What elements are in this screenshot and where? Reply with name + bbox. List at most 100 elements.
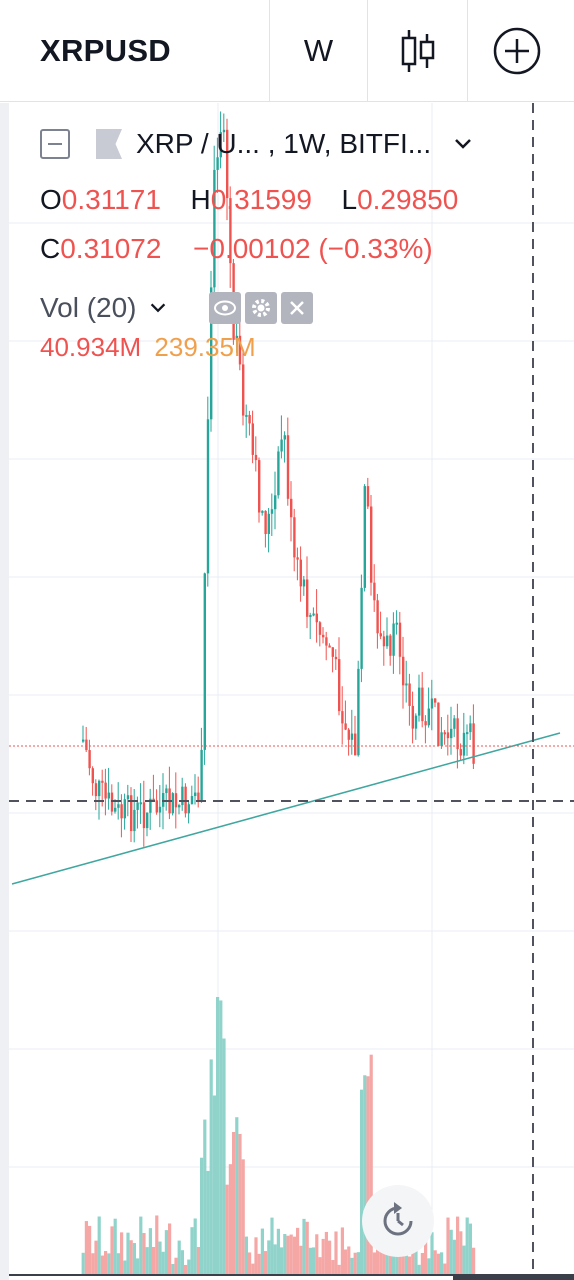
volume-bar — [452, 1239, 456, 1275]
volume-bar — [200, 1157, 204, 1275]
volume-legend[interactable]: Vol (20) — [40, 292, 313, 324]
candle-body — [318, 622, 322, 635]
volume-bar — [302, 1218, 306, 1275]
candle-body — [171, 793, 174, 814]
volume-bar — [164, 1230, 168, 1275]
volume-bar — [228, 1164, 232, 1275]
candle-body — [379, 633, 382, 637]
candle-body — [350, 733, 354, 740]
candle-body — [309, 614, 312, 617]
low-label: L — [341, 184, 358, 215]
interval-button[interactable]: W — [270, 0, 368, 102]
candle-body — [472, 723, 475, 764]
close-icon[interactable] — [280, 292, 313, 324]
candle-body — [117, 804, 120, 808]
candle-body — [341, 711, 344, 724]
volume-bar — [257, 1253, 261, 1275]
series-legend-title[interactable]: XRP / U... , 1W, BITFI... — [40, 128, 475, 160]
volume-bar — [318, 1257, 322, 1275]
candle-body — [203, 573, 206, 750]
candle-body — [293, 517, 296, 558]
candle-body — [430, 698, 434, 709]
flag-icon[interactable] — [96, 129, 122, 159]
candle-body — [283, 435, 286, 440]
volume-bar — [376, 1243, 380, 1275]
candle-body — [315, 613, 318, 623]
candle-body — [325, 637, 328, 646]
volume-bar — [315, 1234, 319, 1275]
eye-icon[interactable] — [208, 292, 241, 324]
volume-bar — [84, 1221, 88, 1275]
volume-bar — [414, 1245, 418, 1275]
candle-body — [200, 749, 203, 801]
volume-bar — [190, 1227, 194, 1275]
volume-bar — [292, 1236, 296, 1275]
candle-body — [398, 622, 402, 657]
volume-value: 40.934M — [40, 332, 142, 362]
price-chart[interactable] — [0, 103, 574, 1280]
volume-bar — [238, 1133, 242, 1275]
volume-bar — [244, 1236, 248, 1275]
candle-body — [181, 786, 184, 806]
compare-add-button[interactable] — [468, 0, 574, 102]
candle-body — [126, 795, 130, 800]
chevron-down-icon[interactable] — [147, 297, 169, 319]
volume-bar — [113, 1218, 117, 1275]
volume-bar — [94, 1240, 98, 1275]
collapse-icon[interactable] — [40, 129, 70, 159]
volume-bar — [209, 1059, 213, 1275]
candle-body — [347, 729, 350, 740]
volume-bar — [388, 1250, 392, 1275]
candle-body — [142, 802, 146, 829]
volume-bar — [283, 1234, 287, 1275]
candle-body — [344, 723, 347, 730]
volume-bar — [148, 1228, 152, 1275]
volume-bar — [264, 1251, 268, 1275]
chart-type-button[interactable] — [368, 0, 468, 102]
candle-body — [338, 659, 341, 712]
volume-bar — [456, 1216, 460, 1275]
candle-body — [462, 732, 466, 756]
candle-body — [165, 788, 168, 794]
volume-bar — [424, 1233, 428, 1275]
gear-icon[interactable] — [244, 292, 277, 324]
candle-body — [101, 780, 104, 783]
candle-body — [370, 506, 373, 583]
volume-bar — [142, 1232, 146, 1275]
candle-body — [245, 414, 248, 417]
volume-bar — [216, 997, 220, 1275]
volume-bar — [180, 1250, 184, 1275]
candle-body — [424, 721, 427, 726]
candle-body — [120, 804, 123, 819]
volume-bar — [123, 1260, 127, 1275]
candle-body — [267, 513, 270, 535]
volume-bar — [129, 1240, 133, 1275]
candle-body — [277, 451, 280, 496]
volume-bar — [411, 1247, 415, 1275]
volume-bar — [203, 1119, 207, 1275]
reset-chart-button[interactable] — [362, 1185, 434, 1257]
candlesticks — [82, 111, 475, 847]
change-value: −0.00102 (−0.33%) — [193, 233, 433, 264]
trend-line[interactable] — [11, 732, 561, 885]
volume-bar — [366, 1076, 370, 1275]
symbol-button[interactable]: XRPUSD — [0, 0, 270, 102]
volume-bar — [97, 1216, 101, 1275]
volume-bar — [369, 1054, 373, 1275]
volume-bar — [427, 1258, 431, 1275]
candle-body — [254, 454, 258, 461]
volume-bar — [251, 1263, 255, 1275]
volume-bar — [462, 1245, 466, 1275]
volume-bar — [155, 1215, 159, 1275]
left-edge-strip — [0, 103, 9, 1280]
plus-circle-icon — [493, 27, 541, 75]
volume-bar — [232, 1132, 236, 1275]
volume-bar — [459, 1231, 463, 1275]
candle-body — [280, 439, 283, 452]
candle-body — [437, 702, 440, 746]
candle-body — [261, 510, 264, 513]
candle-body — [373, 582, 376, 601]
volume-bar — [379, 1240, 383, 1275]
chevron-down-icon[interactable] — [451, 132, 475, 156]
candle-body — [469, 723, 472, 733]
